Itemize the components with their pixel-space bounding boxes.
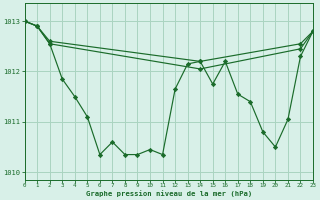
- X-axis label: Graphe pression niveau de la mer (hPa): Graphe pression niveau de la mer (hPa): [86, 190, 252, 197]
